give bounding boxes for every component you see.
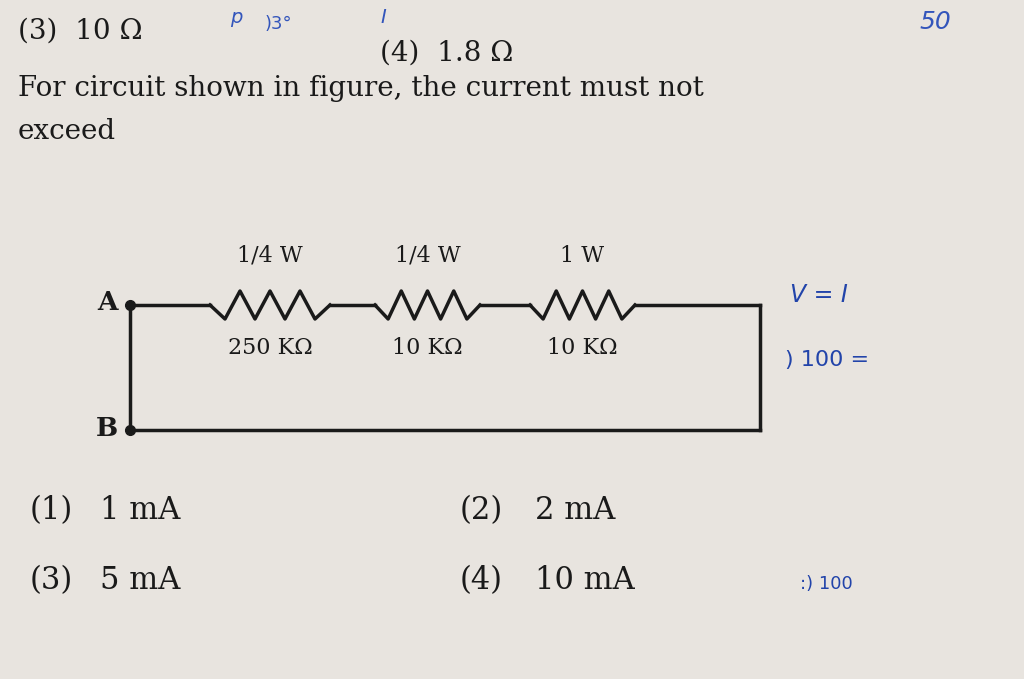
Text: )3°: )3° <box>265 15 293 33</box>
Text: ) 100 =: ) 100 = <box>785 350 869 370</box>
Text: 1 mA: 1 mA <box>100 495 180 526</box>
Text: For circuit shown in figure, the current must not: For circuit shown in figure, the current… <box>18 75 703 102</box>
Text: p: p <box>230 8 243 27</box>
Text: 1 W: 1 W <box>560 245 604 267</box>
Text: :) 100: :) 100 <box>800 575 853 593</box>
Text: (4): (4) <box>460 565 503 596</box>
Text: 5 mA: 5 mA <box>100 565 180 596</box>
Text: (2): (2) <box>460 495 503 526</box>
Text: A: A <box>97 291 118 316</box>
Text: 250 KΩ: 250 KΩ <box>227 337 312 359</box>
Text: 50: 50 <box>920 10 951 34</box>
Text: I: I <box>380 8 386 27</box>
Text: 1/4 W: 1/4 W <box>238 245 303 267</box>
Text: 10 mA: 10 mA <box>535 565 635 596</box>
Text: V = I: V = I <box>790 283 848 307</box>
Text: 10 KΩ: 10 KΩ <box>547 337 617 359</box>
Text: (4)  1.8 Ω: (4) 1.8 Ω <box>380 40 513 67</box>
Text: exceed: exceed <box>18 118 116 145</box>
Text: 2 mA: 2 mA <box>535 495 615 526</box>
Text: (3): (3) <box>30 565 74 596</box>
Text: 10 KΩ: 10 KΩ <box>392 337 463 359</box>
Text: (3)  10 Ω: (3) 10 Ω <box>18 18 142 45</box>
Text: (1): (1) <box>30 495 74 526</box>
Text: B: B <box>96 416 118 441</box>
Text: 1/4 W: 1/4 W <box>394 245 461 267</box>
